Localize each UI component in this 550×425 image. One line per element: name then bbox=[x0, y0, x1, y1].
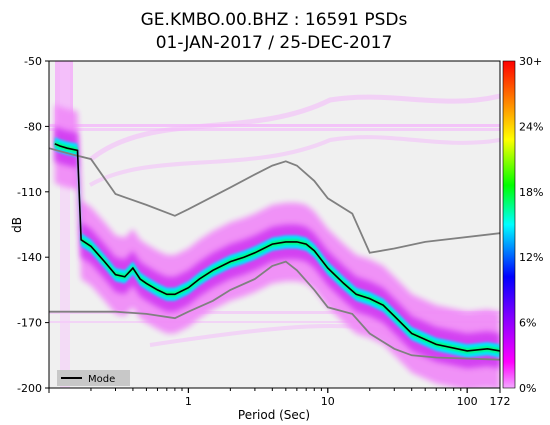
noise-model-line bbox=[49, 260, 500, 361]
colorbar-label: 18% bbox=[519, 186, 543, 199]
y-tick-label: -110 bbox=[17, 186, 42, 199]
y-tick-label: -170 bbox=[17, 317, 42, 330]
y-tick-label: -140 bbox=[17, 251, 42, 264]
psd-streak bbox=[49, 128, 500, 131]
colorbar bbox=[502, 60, 516, 389]
chart-title-line-1: GE.KMBO.00.BHZ : 16591 PSDs bbox=[141, 10, 408, 30]
colorbar-label: 12% bbox=[519, 251, 543, 264]
psd-streak bbox=[88, 135, 500, 187]
colorbar-label: 6% bbox=[519, 317, 536, 330]
y-axis: -50 -80 -110 -140 -170 -200 bbox=[17, 55, 49, 395]
colorbar-label: 0% bbox=[519, 382, 536, 395]
legend: Mode bbox=[57, 370, 130, 386]
series-layer bbox=[49, 143, 500, 361]
psd-streak bbox=[88, 93, 500, 162]
plot-frame bbox=[48, 60, 501, 389]
x-tick-label: 10 bbox=[321, 395, 335, 408]
noise-model-line bbox=[49, 147, 500, 254]
y-tick-label: -80 bbox=[24, 120, 42, 133]
colorbar-label: 24% bbox=[519, 120, 543, 133]
y-tick-label: -200 bbox=[17, 382, 42, 395]
y-tick-label: -50 bbox=[24, 55, 42, 68]
x-axis-label: Period (Sec) bbox=[238, 408, 310, 422]
mode-line bbox=[54, 143, 500, 352]
chart-title-line-2: 01-JAN-2017 / 25-DEC-2017 bbox=[156, 33, 393, 53]
x-tick-label: 1 bbox=[185, 395, 192, 408]
legend-box bbox=[57, 370, 130, 386]
psd-envelope-core bbox=[54, 137, 500, 358]
x-tick-label: 172 bbox=[490, 395, 511, 408]
psd-streak bbox=[49, 321, 500, 323]
psd-density-layer bbox=[49, 61, 500, 388]
x-axis: 1 10 100 172 bbox=[48, 388, 511, 408]
y-axis-label: dB bbox=[10, 217, 24, 233]
colorbar-label: 30+ bbox=[519, 55, 542, 68]
psd-streak bbox=[49, 124, 500, 127]
psd-streak bbox=[49, 311, 500, 314]
legend-mode-label: Mode bbox=[88, 374, 115, 385]
psd-streak bbox=[60, 61, 70, 388]
x-tick-label: 100 bbox=[457, 395, 478, 408]
colorbar-labels: 30+ 24% 18% 12% 6% 0% bbox=[519, 55, 543, 395]
